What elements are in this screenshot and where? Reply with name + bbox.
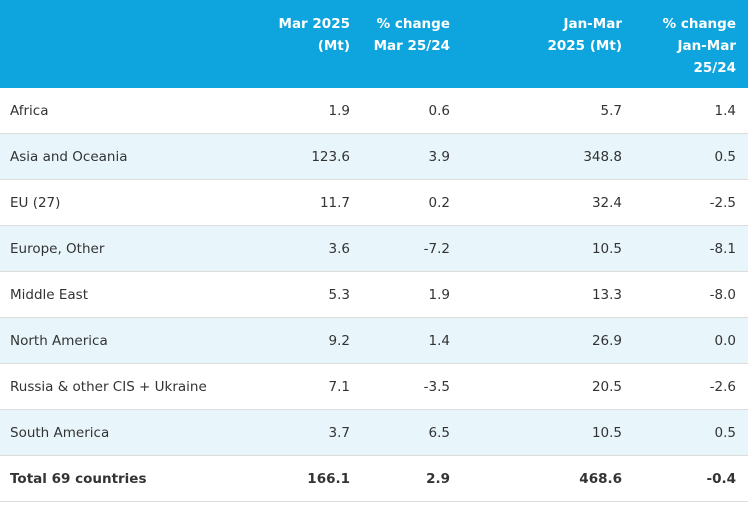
table-row: North America 9.2 1.4 26.9 0.0	[0, 317, 748, 364]
table-cell: 10.5	[460, 225, 632, 272]
table-cell: 3.9	[360, 133, 460, 180]
table-cell: -8.1	[632, 225, 748, 272]
header-cell: % change Jan-Mar 25/24	[632, 0, 748, 88]
table-cell: -0.4	[632, 455, 748, 502]
table-cell: Middle East	[0, 271, 260, 318]
table-cell: 10.5	[460, 409, 632, 456]
header-cell: Jan-Mar 2025 (Mt)	[460, 0, 632, 88]
table-cell: 1.4	[360, 317, 460, 364]
table-row: Africa 1.9 0.6 5.7 1.4	[0, 88, 748, 134]
table-cell: 348.8	[460, 133, 632, 180]
header-text: Jan-Mar	[677, 38, 736, 54]
header-text: Mar 25/24	[373, 38, 450, 54]
header-text: 25/24	[693, 60, 736, 76]
table-row: Total 69 countries 166.1 2.9 468.6 -0.4	[0, 455, 748, 502]
table-cell: 0.2	[360, 179, 460, 226]
table-cell: Total 69 countries	[0, 455, 260, 502]
header-text: Mar 2025	[278, 16, 350, 32]
table-row: Europe, Other 3.6 -7.2 10.5 -8.1	[0, 225, 748, 272]
table-cell: 9.2	[260, 317, 360, 364]
table-cell: 7.1	[260, 363, 360, 410]
table-cell: 0.6	[360, 88, 460, 134]
table-cell: South America	[0, 409, 260, 456]
table-cell: 0.0	[632, 317, 748, 364]
header-cell: Mar 2025 (Mt)	[260, 0, 360, 88]
table-row: Russia & other CIS + Ukraine 7.1 -3.5 20.5-…	[0, 363, 748, 410]
table-cell: 1.9	[260, 88, 360, 134]
table-cell: 6.5	[360, 409, 460, 456]
table-cell: North America	[0, 317, 260, 364]
header-text: Jan-Mar	[563, 16, 622, 32]
table-cell: -2.6	[632, 363, 748, 410]
table-body: Africa 1.9 0.6 5.7 1.4 Asia and Oceania 123.6 3…	[0, 88, 748, 502]
table-cell: -7.2	[360, 225, 460, 272]
header-text: (Mt)	[317, 38, 350, 54]
table-cell: 3.7	[260, 409, 360, 456]
table-row: EU (27) 11.7 0.2 32.4 -2.5	[0, 179, 748, 226]
table-cell: -8.0	[632, 271, 748, 318]
table-cell: 2.9	[360, 455, 460, 502]
table-cell: 26.9	[460, 317, 632, 364]
table-cell: Asia and Oceania	[0, 133, 260, 180]
header-text: % change	[662, 16, 736, 32]
table-cell: 468.6	[460, 455, 632, 502]
table-cell: 1.4	[632, 88, 748, 134]
table-cell: Europe, Other	[0, 225, 260, 272]
table-cell: 0.5	[632, 133, 748, 180]
table-header: Mar 2025 (Mt) % change Mar 25/24 Jan-Mar 2025…	[0, 0, 748, 88]
table-cell: 3.6	[260, 225, 360, 272]
table-cell: 5.3	[260, 271, 360, 318]
table-cell: -3.5	[360, 363, 460, 410]
table-cell: 166.1	[260, 455, 360, 502]
table-cell: Russia & other CIS + Ukraine	[0, 363, 260, 410]
table-cell: 5.7	[460, 88, 632, 134]
table-row: South America 3.7 6.5 10.5 0.5	[0, 409, 748, 456]
header-cell	[0, 0, 260, 88]
table-cell: 0.5	[632, 409, 748, 456]
header-row: Mar 2025 (Mt) % change Mar 25/24 Jan-Mar 2025…	[0, 0, 748, 88]
table-cell: Africa	[0, 88, 260, 134]
table-cell: 1.9	[360, 271, 460, 318]
table-cell: 123.6	[260, 133, 360, 180]
table-cell: -2.5	[632, 179, 748, 226]
table-row: Middle East 5.3 1.9 13.3 -8.0	[0, 271, 748, 318]
table-row: Asia and Oceania 123.6 3.9 348.8 0.5	[0, 133, 748, 180]
header-text: % change	[376, 16, 450, 32]
header-cell: % change Mar 25/24	[360, 0, 460, 88]
header-text: 2025 (Mt)	[547, 38, 622, 54]
table-cell: 20.5	[460, 363, 632, 410]
table-cell: 11.7	[260, 179, 360, 226]
table-cell: 32.4	[460, 179, 632, 226]
table-cell: EU (27)	[0, 179, 260, 226]
table-cell: 13.3	[460, 271, 632, 318]
